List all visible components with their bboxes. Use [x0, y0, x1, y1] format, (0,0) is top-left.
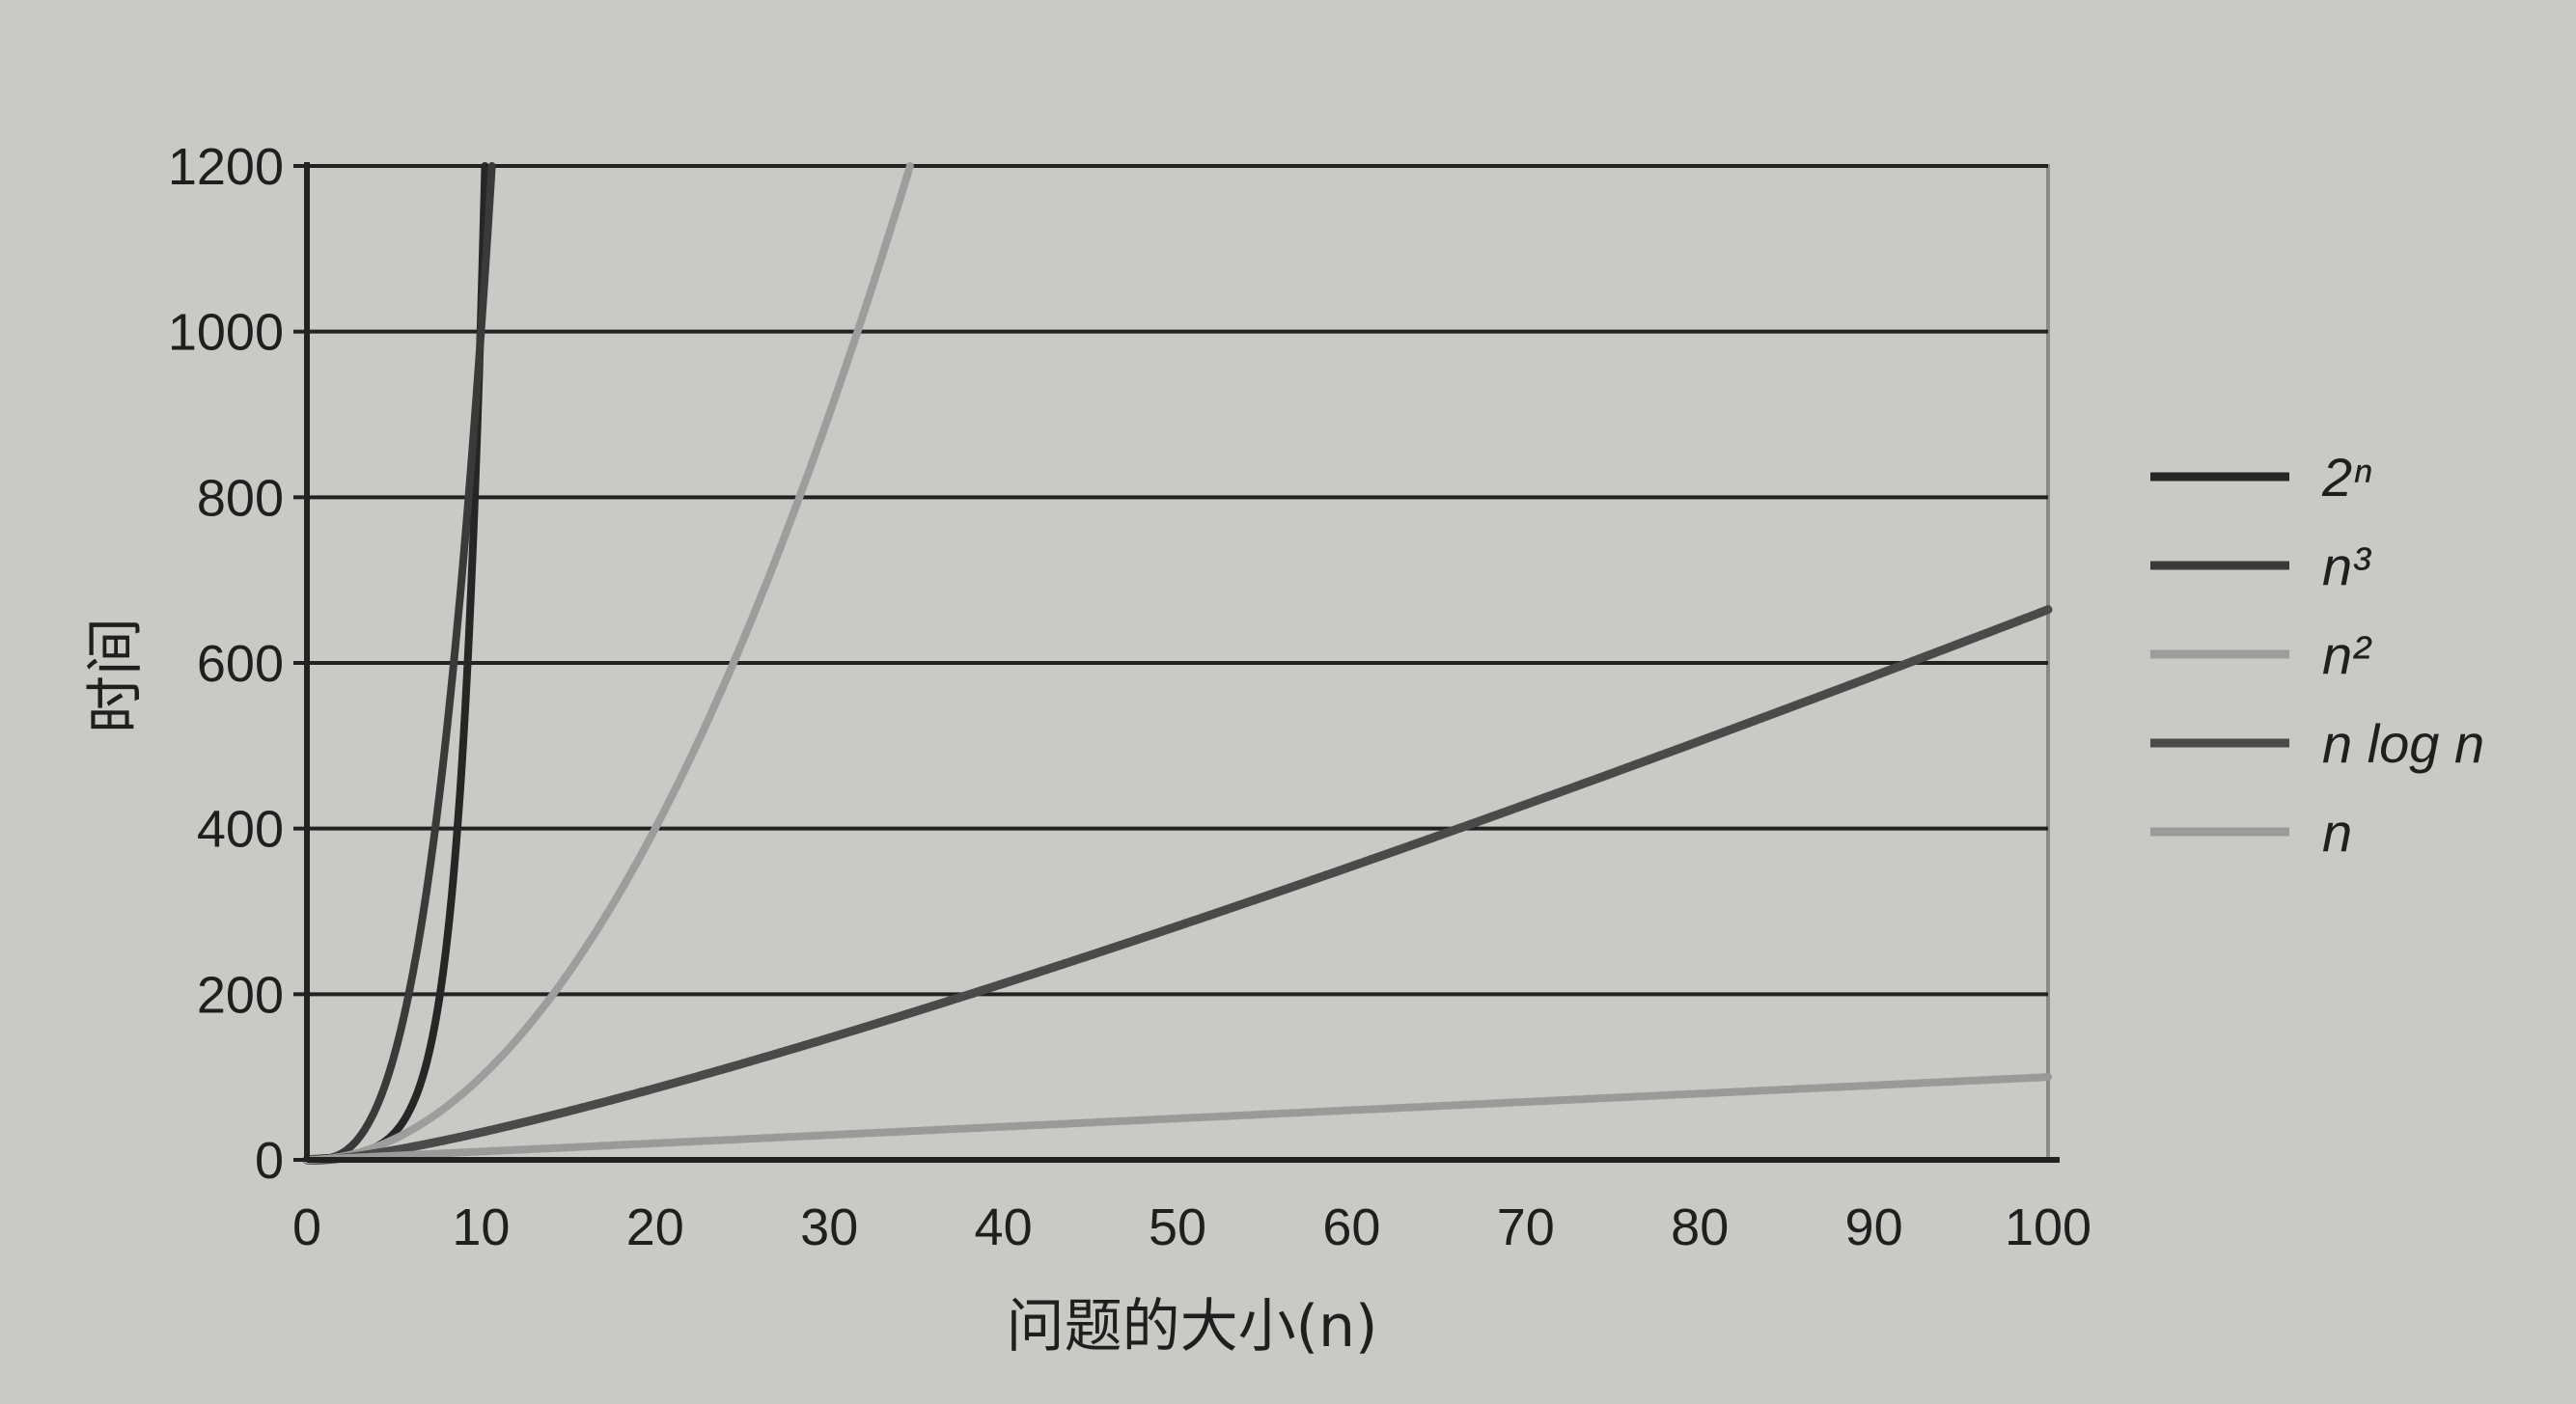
y-axis-title: 时间: [82, 618, 150, 733]
x-tick-label-30: 30: [800, 1198, 858, 1256]
x-tick-label-10: 10: [452, 1198, 510, 1256]
x-tick-label-70: 70: [1497, 1198, 1555, 1256]
legend: 2ⁿ n³ n² n log n n: [2150, 447, 2484, 863]
series-line-linear: [303, 1073, 2052, 1164]
y-tick-label-1000: 1000: [168, 304, 284, 362]
y-tick-label-200: 200: [197, 966, 284, 1024]
y-tick-label-0: 0: [255, 1132, 284, 1190]
x-tick-label-50: 50: [1149, 1198, 1206, 1256]
series-line-square: [303, 162, 914, 1164]
y-tick-label-600: 600: [197, 635, 284, 693]
y-tick-label-400: 400: [197, 801, 284, 859]
axis-layer: 0 200 400 600 800 1000 1200 0 10 20 30 40 50 60 70 80 90…: [168, 138, 2091, 1256]
x-tick-label-60: 60: [1322, 1198, 1380, 1256]
legend-label-exp2: 2ⁿ: [2321, 447, 2372, 508]
x-tick-label-80: 80: [1671, 1198, 1729, 1256]
x-tick-label-90: 90: [1845, 1198, 1903, 1256]
series-line-nlogn: [302, 605, 2053, 1165]
y-tick-label-800: 800: [197, 469, 284, 527]
x-axis-title: 问题的大小(n): [1007, 1293, 1378, 1361]
legend-label-cube: n³: [2322, 536, 2371, 596]
x-tick-label-20: 20: [626, 1198, 684, 1256]
x-tick-label-40: 40: [975, 1198, 1033, 1256]
y-tick-label-1200: 1200: [168, 138, 284, 196]
series-layer: [302, 162, 2053, 1165]
x-tick-label-0: 0: [292, 1198, 321, 1256]
x-tick-label-100: 100: [2005, 1198, 2091, 1256]
legend-label-linear: n: [2322, 802, 2352, 863]
legend-label-nlogn: n log n: [2322, 713, 2484, 774]
legend-label-square: n²: [2322, 624, 2372, 685]
